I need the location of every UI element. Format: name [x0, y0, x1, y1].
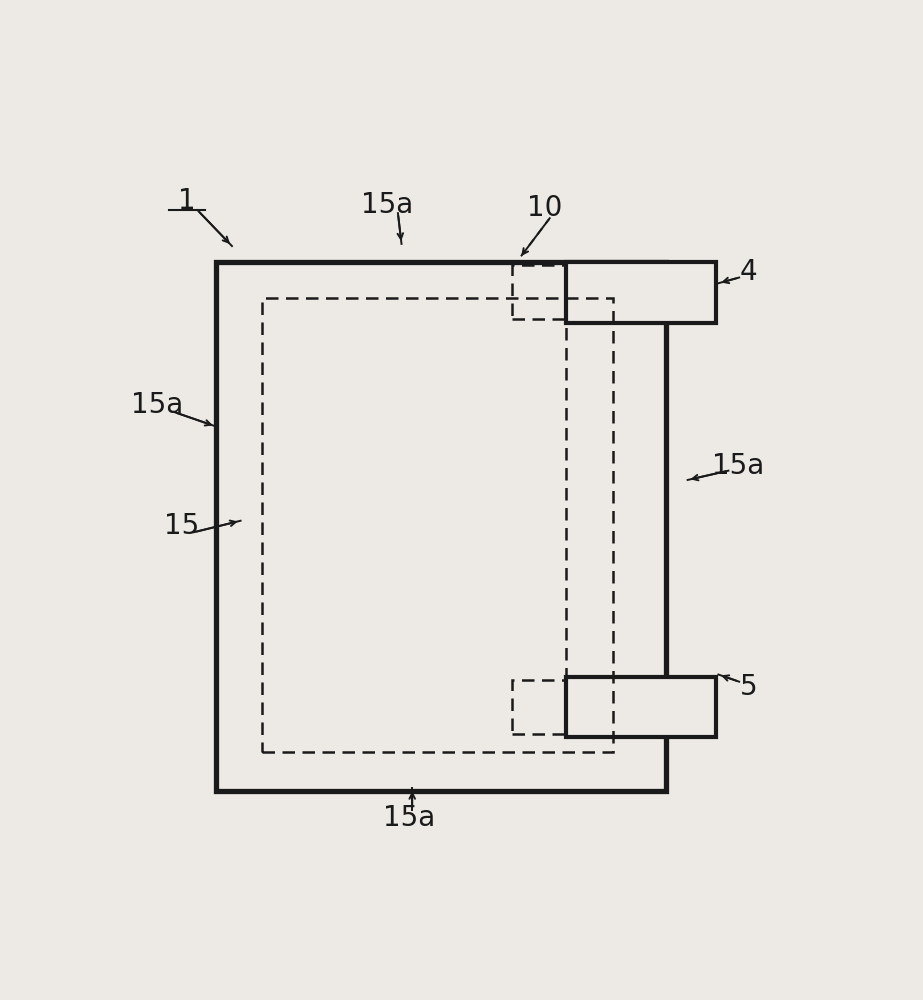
- Text: 15a: 15a: [382, 804, 435, 832]
- Bar: [512, 680, 566, 734]
- Bar: [262, 298, 613, 752]
- Bar: [216, 262, 666, 791]
- Bar: [566, 262, 716, 323]
- Text: 15: 15: [164, 512, 199, 540]
- Text: 1: 1: [178, 187, 196, 215]
- Text: 10: 10: [527, 194, 562, 222]
- Text: 5: 5: [739, 673, 757, 701]
- Text: 15a: 15a: [712, 452, 764, 480]
- Text: 4: 4: [739, 258, 757, 286]
- Bar: [512, 265, 566, 319]
- Text: 15a: 15a: [131, 391, 183, 419]
- Text: 15a: 15a: [361, 191, 414, 219]
- Bar: [566, 677, 716, 737]
